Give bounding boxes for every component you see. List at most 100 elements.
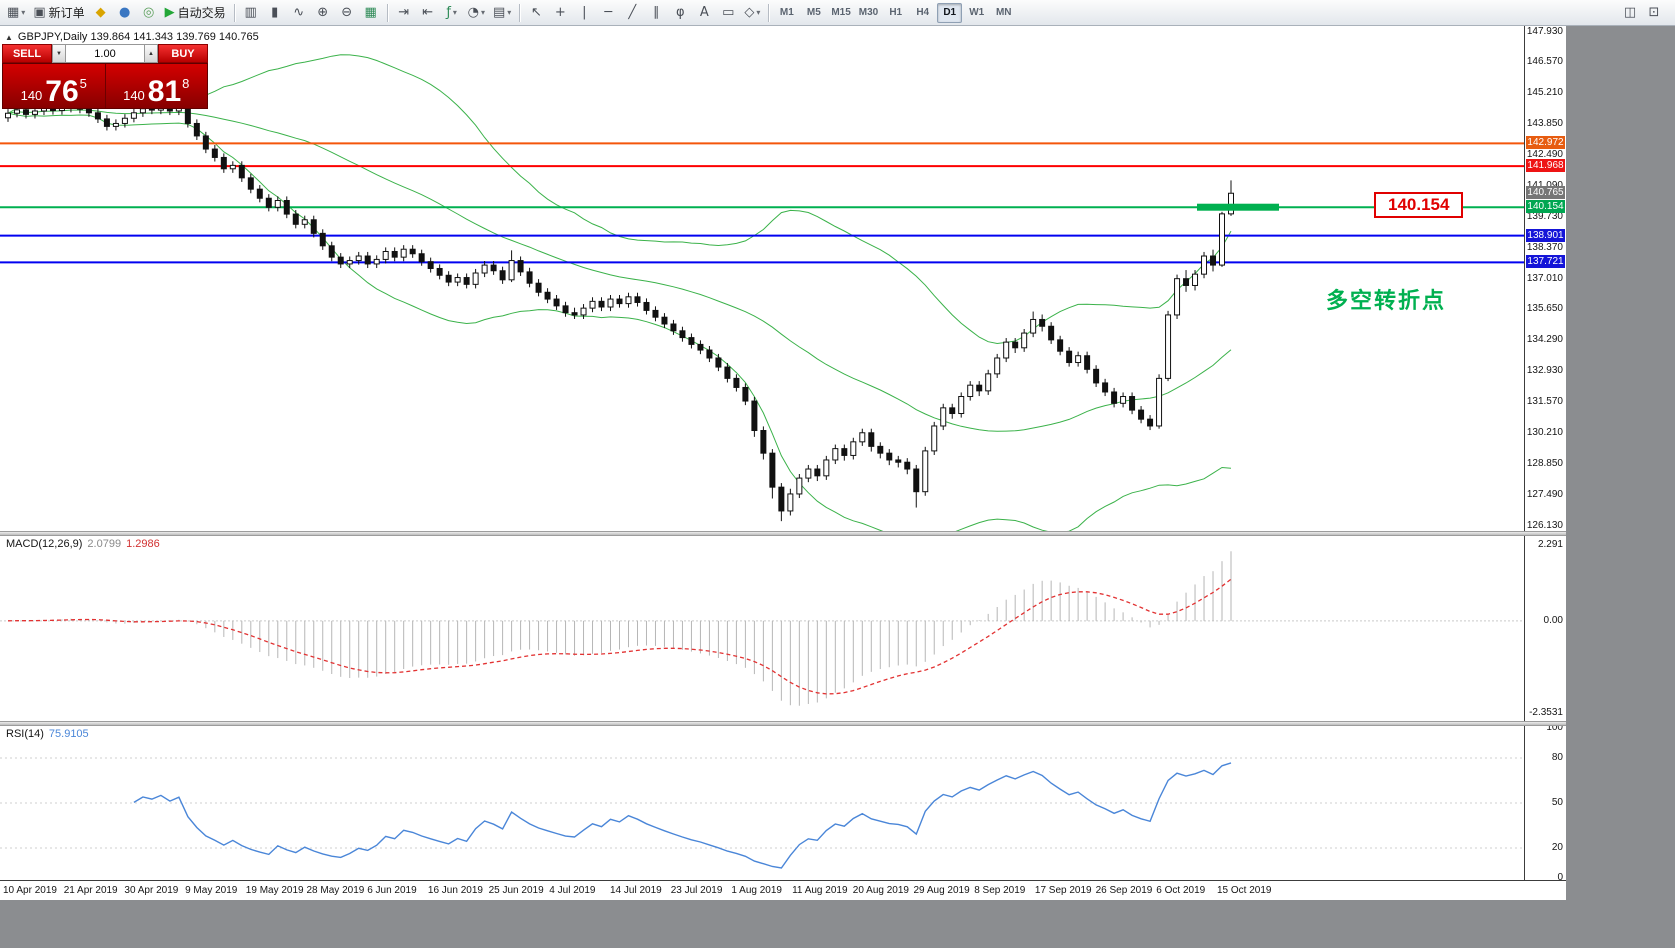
volume-decrease-button[interactable]: ▼ [52,44,66,63]
toolbar-buttons-group: ▦ ▾ ▣ 新订单 ◆ ● ◎ ▶ 自动交易 ▥ ▮ ∿ ⊕ ⊖ ▦ ⇥ ⇤ ƒ ▾ ◔ ▾ ▤ ▾ ↖ + | ─ ╱ ∥ φ A ▭ ◇ ▾ [3,2,773,24]
candlestick-mode-button[interactable]: ▮ [264,2,286,24]
popup-prices-button[interactable]: ⊡ [1643,2,1665,24]
rsi-indicator-panel[interactable] [0,726,1524,880]
trendline-icon: ╱ [628,5,637,20]
cursor-icon: ↖ [530,5,542,20]
hline-price-marker[interactable]: 137.721 [1526,255,1565,269]
bid-ask-display: 140 76 5 140 81 8 [2,63,208,109]
timeframe-m15-button[interactable]: M15 [828,3,853,23]
rsi-scale-label: 80 [1551,752,1563,763]
date-axis-label: 10 Apr 2019 [3,885,57,896]
hline-price-marker[interactable]: 142.972 [1526,136,1565,150]
chart-area[interactable] [0,26,1524,900]
timeframe-m30-button[interactable]: M30 [856,3,881,23]
tile-windows-button[interactable]: ▦ [360,2,382,24]
timeframe-mn-button[interactable]: MN [991,3,1016,23]
price-axis-label: 132.930 [1526,365,1563,377]
sell-price-display[interactable]: 140 76 5 [3,64,106,108]
horizontal-line-button[interactable]: ─ [597,2,619,24]
text-label-icon: ▭ [722,5,735,20]
auto-scroll-button[interactable]: ⇥ [393,2,415,24]
timeframe-w1-button[interactable]: W1 [964,3,989,23]
tile-windows-icon: ▦ [364,5,377,20]
toolbar-separator [519,3,521,22]
new-order-button[interactable]: ▣ 新订单 [30,2,87,24]
date-axis-label: 9 May 2019 [185,885,238,896]
new-chart-button[interactable]: ▦ ▾ [4,2,28,24]
buy-button[interactable]: BUY [158,44,208,63]
toolbar-separator [233,3,235,22]
price-axis-label: 139.730 [1526,210,1563,222]
templates-icon: ▤ [493,5,506,20]
fibonacci-retracement-button[interactable]: φ [669,2,691,24]
price-axis-label: 126.130 [1526,519,1563,531]
rsi-value: 75.9105 [48,728,89,740]
crosshair-icon: + [554,5,566,20]
data-window-button[interactable]: ◫ [1619,2,1641,24]
rsi-scale-label: 100 [1546,722,1563,733]
rsi-label: RSI(14) 75.9105 [6,728,89,740]
hline-price-marker[interactable]: 141.968 [1526,159,1565,173]
timeframe-h4-button[interactable]: H4 [910,3,935,23]
date-axis-label: 19 May 2019 [245,885,304,896]
mql5-market-button[interactable]: ◆ [90,2,112,24]
volume-increase-button[interactable]: ▲ [144,44,158,63]
toolbar-separator [386,3,388,22]
buy-price-display[interactable]: 140 81 8 [105,64,207,108]
timeframe-d1-button[interactable]: D1 [937,2,963,23]
price-axis-label: 138.370 [1526,241,1563,253]
price-axis-label: 128.850 [1526,457,1563,469]
text-button[interactable]: A [693,2,715,24]
panel-splitter[interactable] [0,531,1566,536]
macd-signal-value: 1.2986 [126,538,160,550]
vertical-line-button[interactable]: | [573,2,595,24]
buy-price-point: 8 [182,76,190,91]
chart-annotation-text: 多空转折点 [1326,288,1447,313]
date-axis-label: 11 Aug 2019 [792,885,848,896]
indicators-list-button[interactable]: ƒ ▾ [441,2,463,24]
bar-chart-mode-button[interactable]: ▥ [240,2,262,24]
templates-button[interactable]: ▤ ▾ [490,2,514,24]
hline-price-marker[interactable]: 138.901 [1526,228,1565,242]
timeframe-m1-button[interactable]: M1 [774,3,799,23]
cursor-button[interactable]: ↖ [525,2,547,24]
rsi-scale-label: 20 [1551,842,1563,853]
macd-indicator-panel[interactable] [0,536,1524,721]
panel-splitter[interactable] [0,721,1566,726]
line-chart-mode-icon: ∿ [293,5,305,20]
main-price-chart[interactable] [0,26,1524,531]
price-axis-label: 131.570 [1526,396,1563,407]
trade-panel-collapse-icon[interactable]: ▲ [5,33,13,42]
price-axis-label: 137.010 [1526,272,1563,284]
zoom-in-button[interactable]: ⊕ [312,2,334,24]
price-axis[interactable]: 147.930 146.570 145.210 143.850 142.490 141.0… [1524,26,1566,883]
chart-shift-button[interactable]: ⇤ [417,2,439,24]
community-button[interactable]: ● [114,2,136,24]
date-axis-label: 17 Sep 2019 [1034,885,1092,896]
volume-input[interactable] [66,44,144,63]
sell-button[interactable]: SELL [2,44,52,63]
hline-price-marker[interactable]: 140.154 [1526,200,1565,214]
zoom-out-button[interactable]: ⊖ [336,2,358,24]
text-label-button[interactable]: ▭ [717,2,739,24]
periods-icon: ◔ [467,5,479,20]
candlestick-mode-icon: ▮ [271,5,279,20]
date-axis-label: 4 Jul 2019 [549,885,596,896]
crosshair-button[interactable]: + [549,2,571,24]
notifications-button[interactable]: ◎ [138,2,160,24]
rsi-scale-label: 0 [1557,872,1563,883]
periods-button[interactable]: ◔ ▾ [465,2,488,24]
timeframe-h1-button[interactable]: H1 [883,3,908,23]
line-chart-mode-button[interactable]: ∿ [288,2,310,24]
new-order-label: 新订单 [48,6,85,20]
date-axis[interactable]: 10 Apr 2019 21 Apr 2019 30 Apr 2019 9 May 2… [0,880,1566,900]
chart-title-bar: ▲ GBPJPY,Daily 139.864 141.343 139.769 14… [5,31,259,43]
arrows-shapes-button[interactable]: ◇ ▾ [741,2,763,24]
price-axis-label: 127.490 [1526,488,1563,500]
price-axis-label: 146.570 [1526,56,1563,68]
timeframe-m5-button[interactable]: M5 [801,3,826,23]
trendline-button[interactable]: ╱ [621,2,643,24]
sell-price-point: 5 [79,76,87,91]
equidistant-channel-button[interactable]: ∥ [645,2,667,24]
autotrading-button[interactable]: ▶ 自动交易 [162,2,229,24]
